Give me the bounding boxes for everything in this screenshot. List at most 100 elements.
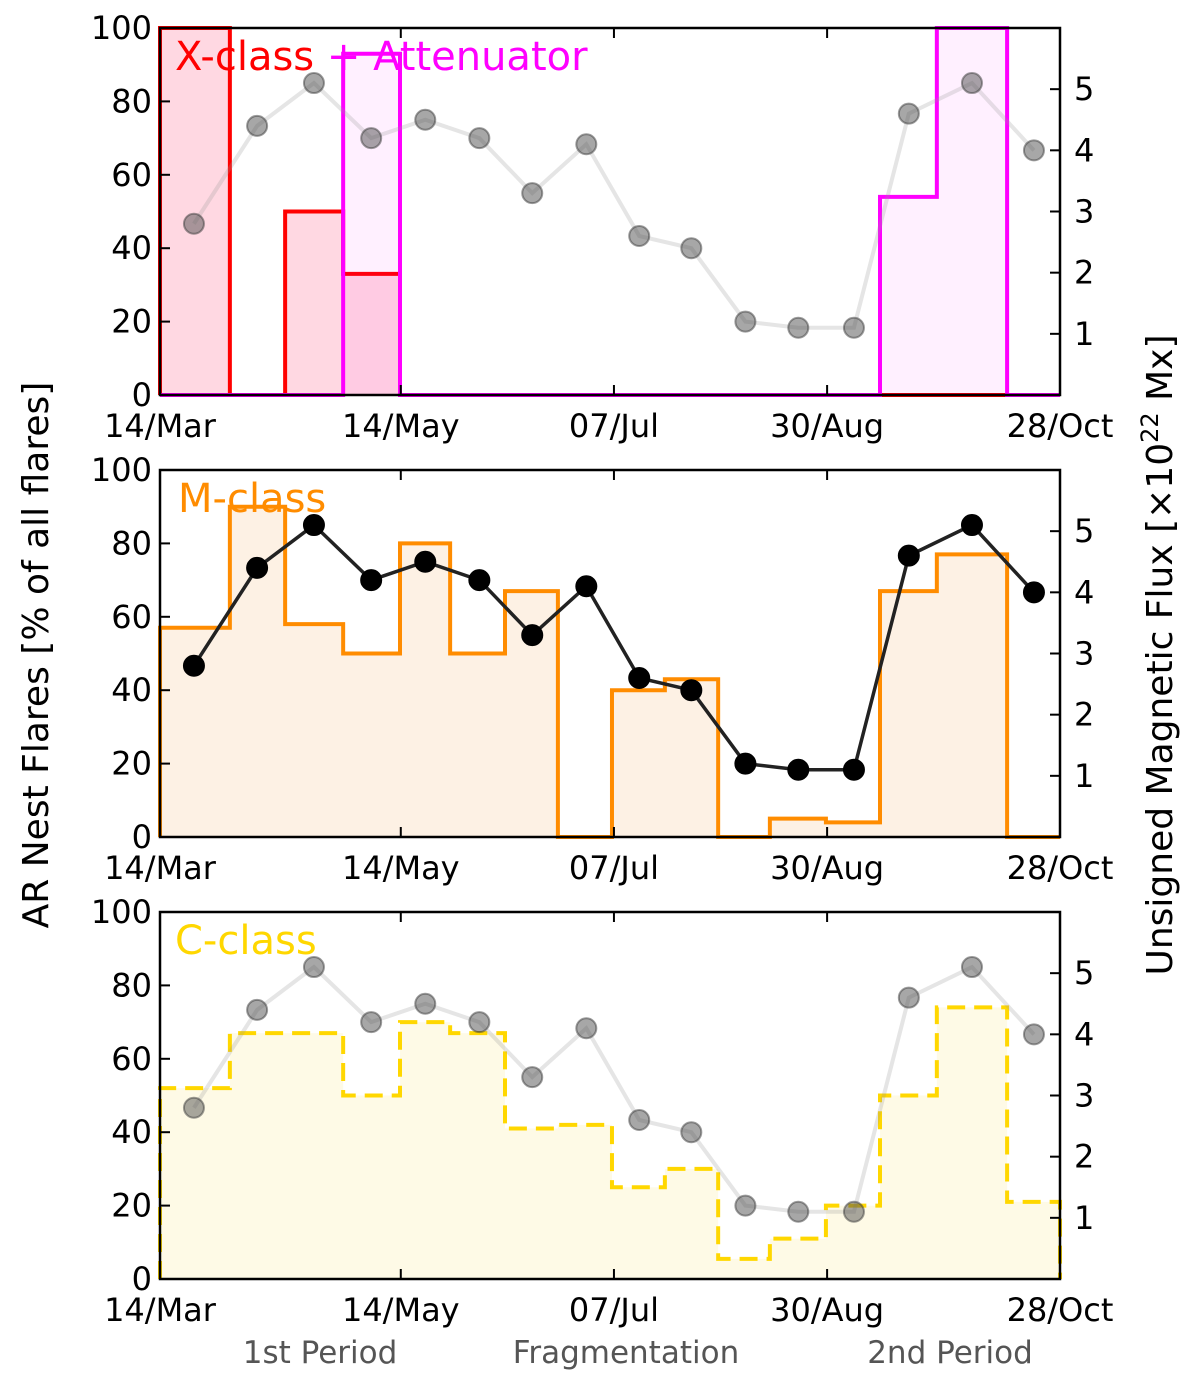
y-tick-label-left: 0: [132, 818, 152, 856]
x-tick-label: 30/Aug: [770, 1291, 884, 1329]
flux-line: [192, 964, 1036, 1214]
flux-point: [360, 569, 383, 592]
flux-point: [787, 1200, 810, 1223]
left-axis-title: AR Nest Flares [% of all flares]: [16, 382, 57, 929]
x-tick-label: 28/Oct: [1007, 407, 1114, 445]
flux-point: [182, 1096, 205, 1119]
flux-point: [468, 127, 491, 150]
flux-point: [842, 316, 865, 339]
panel-2: 0 20 40 60 80 100 1 2 3 4 5 14/Mar 14/May 07/Jul 30/Au…: [91, 451, 1113, 887]
y-tick-label-right: 1: [1074, 757, 1094, 795]
y-tick-label-left: 60: [111, 1040, 152, 1078]
y-tick-label-left: 0: [132, 1260, 152, 1298]
flux-point: [960, 72, 983, 95]
flux-point: [734, 310, 757, 333]
y-tick-label-right: 3: [1074, 193, 1094, 231]
x-tick-label: 14/May: [342, 849, 460, 887]
flux-point: [246, 114, 269, 137]
flux-point: [360, 1011, 383, 1034]
flux-point: [302, 72, 325, 95]
y-tick-label-left: 80: [111, 524, 152, 562]
flux-point: [468, 569, 491, 592]
y-tick-label-right: 1: [1074, 1199, 1094, 1237]
flux-point: [1022, 1023, 1045, 1046]
flux-point: [842, 758, 865, 781]
legend-entry: M-class: [178, 476, 326, 522]
y-tick-label-right: 2: [1074, 696, 1094, 734]
x-tick-label: 28/Oct: [1007, 849, 1114, 887]
right-axis-title: Unsigned Magnetic Flux [×1022 Mx]: [1136, 334, 1181, 975]
flux-point: [360, 127, 383, 150]
flux-point: [246, 998, 269, 1021]
flux-point: [1022, 139, 1045, 162]
flux-point: [787, 758, 810, 781]
panel-1: 0 20 40 60 80 100 1 2 3 4 5 14/Mar 14/May 07/Jul 30/Au…: [91, 9, 1113, 445]
flux-line: [192, 80, 1036, 330]
y-tick-label-left: 40: [111, 671, 152, 709]
y-tick-label-right: 4: [1074, 1015, 1094, 1053]
flux-point: [842, 1200, 865, 1223]
flux-point: [787, 316, 810, 339]
flux-point: [734, 752, 757, 775]
y-tick-label-left: 20: [111, 1187, 152, 1225]
flux-point: [628, 666, 651, 689]
flux-point: [468, 1011, 491, 1034]
y-tick-label-left: 60: [111, 598, 152, 636]
legend-label: C-class: [175, 918, 317, 964]
x-tick-label: 30/Aug: [770, 849, 884, 887]
flux-point: [680, 237, 703, 260]
x-tick-label: 07/Jul: [569, 407, 659, 445]
flux-point: [182, 654, 205, 677]
y-tick-label-left: 40: [111, 1113, 152, 1151]
flux-point: [628, 1108, 651, 1131]
y-tick-label-right: 4: [1074, 573, 1094, 611]
y-tick-label-right: 3: [1074, 1077, 1094, 1115]
y-tick-label-right: 3: [1074, 635, 1094, 673]
flux-point: [575, 575, 598, 598]
flux-point: [302, 956, 325, 979]
x-tick-label: 14/May: [342, 1291, 460, 1329]
histogram-fill-m-class: [160, 506, 1060, 837]
y-tick-label-right: 5: [1074, 70, 1094, 108]
flux-point: [680, 679, 703, 702]
legend-label: X-class + Attenuator: [175, 34, 588, 80]
histogram-line-c-class: [158, 1005, 1062, 1279]
y-tick-label-right: 2: [1074, 254, 1094, 292]
x-tick-label: 14/Mar: [104, 849, 217, 887]
legend-entry: +: [314, 34, 373, 80]
x-tick-label: 07/Jul: [569, 849, 659, 887]
y-tick-label-right: 2: [1074, 1138, 1094, 1176]
y-tick-label-left: 80: [111, 82, 152, 120]
flux-point: [521, 182, 544, 205]
y-tick-label-left: 100: [91, 9, 152, 47]
y-tick-label-right: 5: [1074, 512, 1094, 550]
flux-point: [628, 224, 651, 247]
panel-3: 0 20 40 60 80 100 1 2 3 4 5 14/Mar 14/May 07/Jul 30/Au…: [91, 893, 1113, 1329]
x-tick-label: 14/Mar: [104, 407, 217, 445]
flux-point: [521, 624, 544, 647]
flux-point: [246, 556, 269, 579]
y-tick-label-left: 100: [91, 451, 152, 489]
flux-point: [897, 544, 920, 567]
legend-entry: X-class: [175, 34, 314, 80]
flux-point: [960, 514, 983, 537]
flux-point: [182, 212, 205, 235]
flux-point: [414, 108, 437, 131]
flux-point: [897, 986, 920, 1009]
flux-point: [414, 550, 437, 573]
flux-point: [680, 1121, 703, 1144]
flux-point: [897, 102, 920, 125]
x-tick-label: 14/Mar: [104, 1291, 217, 1329]
flux-point: [1022, 581, 1045, 604]
legend-entry: Attenuator: [373, 34, 588, 80]
x-tick-label: 28/Oct: [1007, 1291, 1114, 1329]
x-tick-label: 14/May: [342, 407, 460, 445]
flux-point: [575, 133, 598, 156]
y-tick-label-left: 20: [111, 745, 152, 783]
period-label-1: 1st Period: [243, 1335, 398, 1371]
flux-point: [960, 956, 983, 979]
legend-label: M-class: [178, 476, 326, 522]
y-tick-label-right: 5: [1074, 954, 1094, 992]
histogram-fill-x-class: [160, 28, 1060, 395]
